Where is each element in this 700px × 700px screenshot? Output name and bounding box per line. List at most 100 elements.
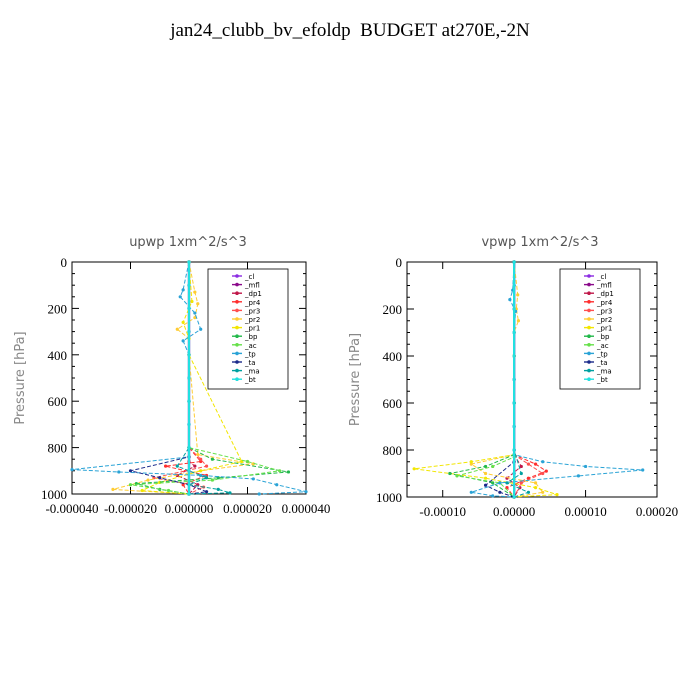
series-marker: [505, 481, 509, 485]
y-tick-label: 0: [396, 255, 403, 270]
series-marker: [251, 477, 255, 481]
series-marker: [187, 399, 191, 403]
series-marker: [111, 487, 115, 491]
series-marker: [455, 474, 459, 478]
legend-label: _ac: [244, 342, 257, 350]
legend-marker: [587, 325, 591, 330]
series-marker: [199, 469, 203, 473]
series-marker: [245, 459, 250, 464]
series-line-pr1: [414, 262, 558, 498]
series-marker: [275, 483, 279, 487]
legend-marker: [235, 282, 239, 287]
legend-marker: [587, 274, 591, 278]
series-marker: [469, 460, 473, 464]
legend-marker: [587, 351, 591, 356]
series-marker: [583, 464, 588, 469]
series-marker: [519, 464, 523, 469]
y-tick-label: 1000: [41, 487, 67, 502]
x-tick-label: -0.000020: [104, 501, 157, 516]
series-marker: [512, 471, 516, 476]
legend-label: _tp: [596, 350, 608, 358]
y-tick-label: 600: [383, 396, 403, 411]
legend-marker: [235, 291, 239, 296]
series-marker: [187, 330, 191, 334]
series-marker: [516, 293, 520, 297]
series-marker: [187, 353, 191, 357]
series-marker: [204, 490, 209, 494]
series-marker: [128, 469, 133, 473]
series-marker: [533, 481, 538, 485]
series-marker: [304, 490, 308, 494]
series-marker: [498, 490, 502, 494]
legend-marker: [587, 343, 591, 347]
series-marker: [512, 495, 516, 499]
legend-marker: [235, 308, 239, 313]
legend-marker: [235, 377, 239, 382]
legend-marker: [235, 300, 239, 304]
series-marker: [469, 490, 473, 494]
series-marker: [181, 288, 185, 292]
series-marker: [210, 478, 214, 482]
legend-label: _bp: [244, 333, 258, 341]
series-line-ma: [176, 262, 231, 495]
series-marker: [483, 483, 488, 487]
series-marker: [541, 490, 545, 494]
legend-label: _pr2: [596, 316, 612, 324]
legend-marker: [235, 274, 239, 278]
legend-label: _ta: [244, 359, 256, 367]
series-marker: [190, 299, 194, 304]
series-marker: [193, 464, 197, 468]
series-marker: [204, 464, 209, 468]
series-marker: [541, 471, 545, 476]
series-marker: [541, 460, 545, 464]
legend-marker: [587, 368, 591, 373]
series-marker: [210, 457, 214, 461]
legend-label: _tp: [244, 350, 256, 358]
series-marker: [181, 483, 185, 487]
legend-label: _pr1: [596, 325, 612, 333]
series-marker: [70, 468, 74, 472]
x-tick-label: -0.00010: [419, 504, 466, 519]
legend-label: _mfl: [244, 282, 260, 290]
legend: _cl_mfl_dp1_pr4_pr3_pr2_pr1_bp_ac_tp_ta_…: [207, 268, 289, 390]
legend-marker: [235, 317, 239, 321]
series-line-ta: [484, 262, 515, 498]
series-marker: [286, 470, 291, 474]
legend-marker: [587, 300, 591, 304]
chart-panel-1: upwp 1xm^2/s^3 Pressure [hPa] 0 200 400 600 80…: [13, 235, 330, 516]
x-tick-label: 0.00010: [564, 504, 606, 519]
legend-marker: [587, 334, 591, 339]
legend-marker: [587, 360, 591, 364]
series-marker: [187, 492, 191, 496]
series-marker: [516, 319, 521, 323]
legend-label: _dp1: [596, 290, 614, 298]
series-marker: [483, 476, 488, 480]
series-marker: [178, 295, 182, 299]
series-marker: [278, 469, 282, 473]
series-marker: [498, 481, 502, 485]
y-tick-label: 800: [383, 443, 403, 458]
series-marker: [199, 327, 203, 331]
series-marker: [512, 448, 516, 452]
series-marker: [187, 260, 191, 264]
legend-label: _cl: [596, 273, 606, 281]
series-marker: [508, 298, 512, 302]
series-line-ta: [130, 262, 209, 495]
series-marker: [181, 339, 185, 343]
y-tick-label: 400: [383, 349, 403, 364]
y-tick-label: 1000: [376, 490, 402, 505]
legend-label: _ac: [596, 342, 609, 350]
series-marker: [175, 327, 179, 331]
series-marker: [166, 488, 171, 493]
legend-label: _bt: [596, 376, 608, 384]
x-tick-label: -0.000040: [45, 501, 98, 516]
legend-label: _pr3: [244, 307, 260, 315]
series-marker: [193, 311, 197, 315]
series-marker: [483, 471, 488, 476]
legend-marker: [587, 308, 591, 313]
series-marker: [199, 457, 203, 461]
series-marker: [512, 283, 516, 288]
y-tick-label: 200: [48, 301, 68, 316]
series-marker: [199, 459, 203, 464]
